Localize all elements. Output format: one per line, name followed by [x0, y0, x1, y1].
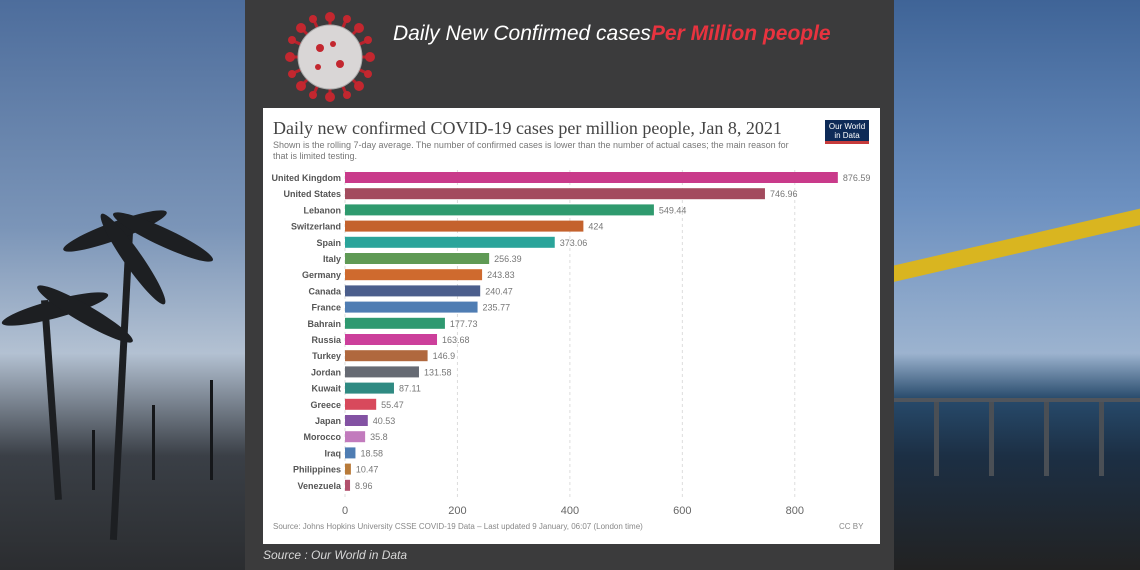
category-label: Spain	[316, 238, 341, 248]
bar	[345, 172, 838, 183]
street-lamp	[152, 405, 155, 480]
bar-chart: 0 200 400 600 800 United Kingdom 876.59 United …	[272, 170, 871, 517]
value-label: 146.9	[433, 351, 456, 361]
chart-title: Daily new confirmed COVID-19 cases per m…	[273, 118, 782, 138]
category-label: Lebanon	[304, 205, 342, 215]
category-label: Germany	[302, 270, 341, 280]
bar	[345, 253, 490, 264]
palm-tree-trunk	[109, 230, 134, 540]
x-tick-label: 400	[561, 505, 579, 517]
bar	[345, 447, 356, 459]
background-photo-right	[894, 0, 1140, 570]
category-label: France	[311, 303, 341, 313]
value-label: 18.58	[360, 448, 383, 458]
bar	[345, 334, 438, 345]
value-label: 40.53	[373, 416, 396, 426]
value-label: 131.58	[424, 367, 452, 377]
chart-subtitle: Shown is the rolling 7-day average. The …	[273, 140, 789, 161]
category-label: Switzerland	[291, 222, 341, 232]
value-label: 163.68	[442, 335, 470, 345]
value-label: 876.59	[843, 173, 871, 183]
value-label: 746.96	[770, 189, 798, 199]
category-label: United States	[283, 189, 341, 199]
value-label: 35.8	[370, 432, 388, 442]
category-label: Morocco	[303, 432, 341, 442]
street-lamp	[92, 430, 95, 490]
infographic-panel: Daily New Confirmed casesPer Million peo…	[245, 0, 894, 570]
chart-license: CC BY	[839, 522, 864, 531]
sea-railing	[894, 398, 1140, 476]
bar	[345, 382, 394, 394]
value-label: 240.47	[485, 286, 513, 296]
coronavirus-icon	[285, 12, 375, 102]
category-label: Jordan	[311, 367, 341, 377]
bar	[345, 463, 351, 475]
value-label: 424	[588, 222, 603, 232]
bar	[345, 301, 478, 313]
value-label: 10.47	[356, 465, 379, 475]
category-label: Italy	[323, 254, 341, 264]
value-label: 243.83	[487, 270, 515, 280]
value-label: 87.11	[399, 384, 421, 394]
x-tick-label: 0	[342, 505, 348, 517]
category-label: Japan	[315, 416, 341, 426]
category-label: Philippines	[293, 465, 341, 475]
chart-source-note: Source: Johns Hopkins University CSSE CO…	[273, 522, 643, 531]
background-photo-left	[0, 0, 245, 570]
owid-logo-line1: Our World	[828, 122, 866, 131]
category-label: Canada	[308, 286, 342, 296]
police-tape	[894, 205, 1140, 284]
bar	[345, 398, 377, 410]
bar	[345, 479, 351, 491]
value-label: 235.77	[483, 303, 511, 313]
bar	[345, 204, 654, 216]
bar	[345, 350, 428, 362]
category-label: United Kingdom	[272, 173, 342, 183]
street-lamp	[210, 380, 213, 480]
x-tick-label: 200	[448, 505, 466, 517]
bar	[345, 269, 483, 281]
owid-logo-line2: in Data	[834, 131, 860, 140]
bar	[345, 236, 555, 248]
value-label: 55.47	[381, 400, 404, 410]
bar	[345, 317, 445, 329]
value-label: 177.73	[450, 319, 478, 329]
banner-headline: Daily New Confirmed casesPer Million peo…	[393, 22, 831, 46]
owid-logo: Our World in Data	[825, 120, 869, 144]
bar	[345, 415, 368, 426]
bar	[345, 366, 419, 378]
palm-tree-trunk	[41, 299, 62, 501]
bar	[345, 431, 366, 443]
banner-headline-highlight: Per Million people	[650, 22, 831, 45]
category-label: Iraq	[324, 448, 341, 458]
value-label: 373.06	[560, 238, 588, 248]
chart-card: Daily new confirmed COVID-19 cases per m…	[263, 108, 880, 544]
source-credit: Source : Our World in Data	[263, 548, 408, 562]
bar	[345, 220, 584, 232]
category-label: Greece	[310, 400, 341, 410]
category-label: Kuwait	[311, 384, 341, 394]
bar	[345, 188, 765, 200]
value-label: 256.39	[494, 254, 522, 264]
category-label: Venezuela	[297, 481, 342, 491]
category-label: Bahrain	[307, 319, 341, 329]
bar	[345, 285, 481, 297]
category-label: Turkey	[312, 351, 341, 361]
value-label: 8.96	[355, 481, 373, 491]
category-label: Russia	[311, 335, 342, 345]
value-label: 549.44	[659, 205, 687, 215]
x-tick-label: 800	[786, 505, 804, 517]
banner-headline-main: Daily New Confirmed cases	[393, 22, 651, 45]
x-tick-label: 600	[673, 505, 691, 517]
